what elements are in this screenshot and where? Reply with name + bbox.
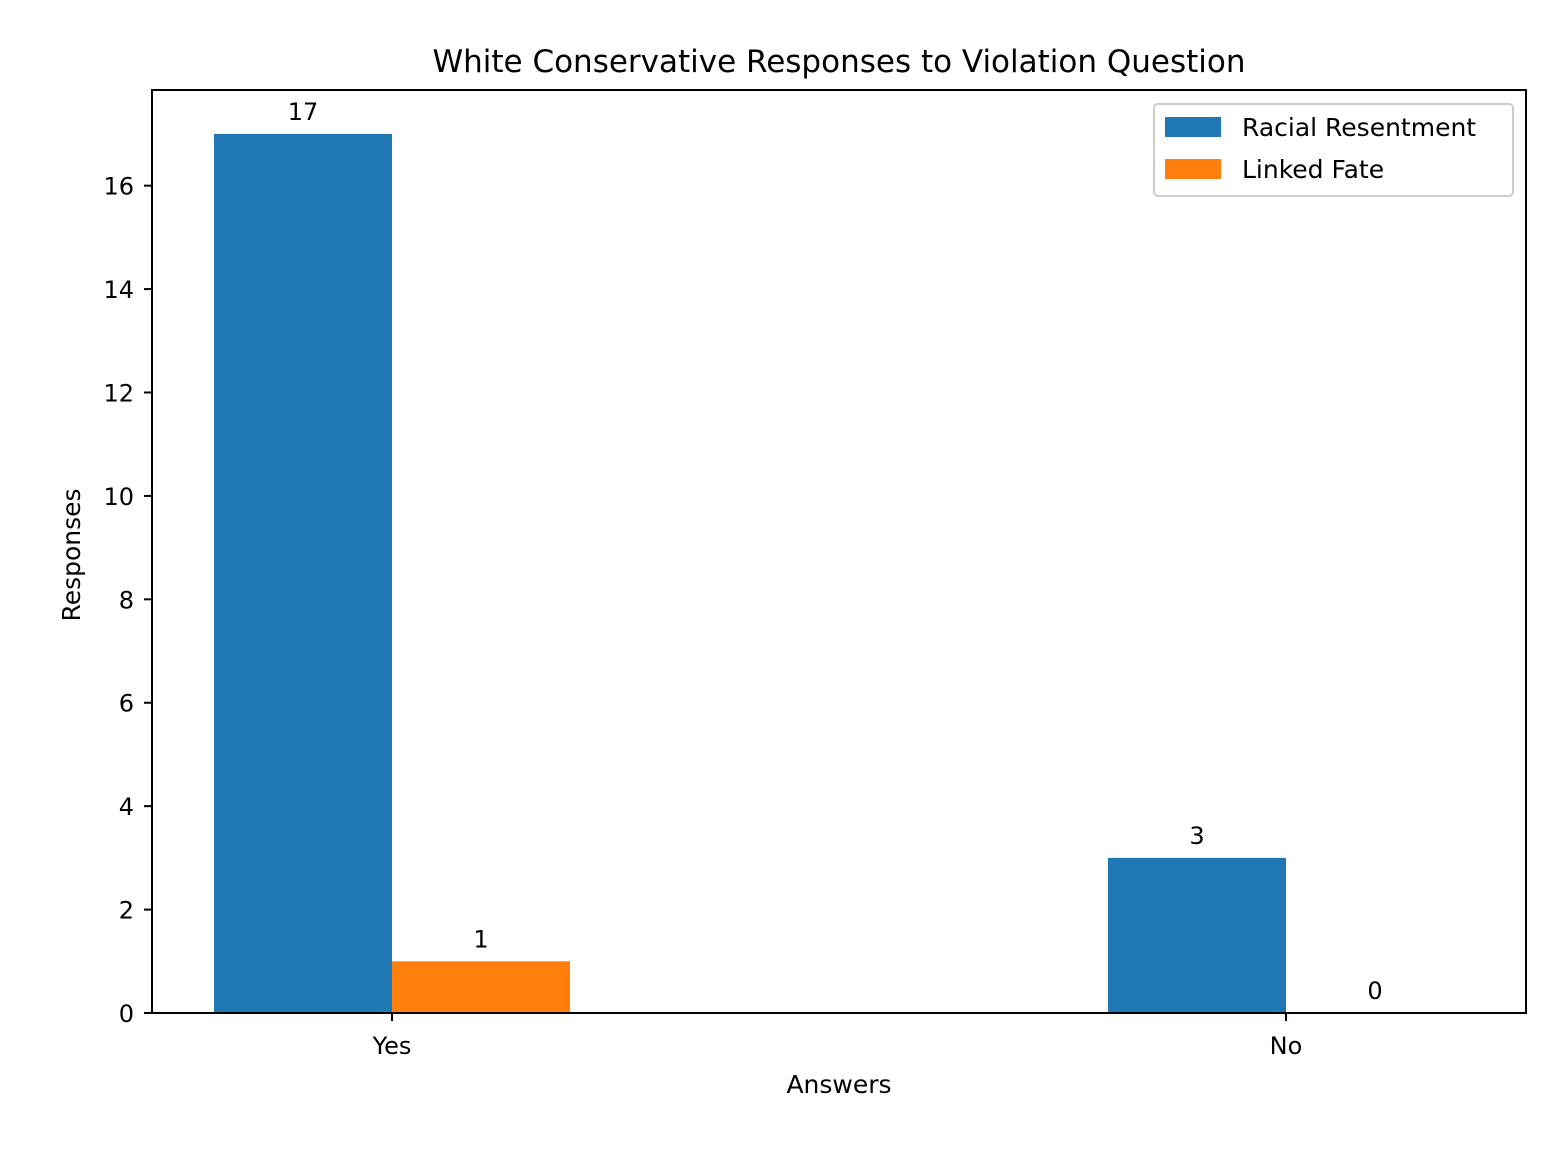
bar-value-label: 3 [1189, 822, 1204, 850]
axes-frame [151, 89, 1527, 1014]
legend-box [1153, 103, 1514, 197]
y-axis-label: Responses [57, 488, 86, 621]
x-tick-label: Yes [372, 1032, 412, 1060]
bar-linked-fate-yes [392, 961, 570, 1013]
y-tick-label: 14 [103, 276, 134, 304]
legend-swatch [1165, 117, 1221, 137]
y-tick-label: 8 [119, 586, 134, 614]
bar-racial-resentment-no [1108, 857, 1286, 1013]
bar-value-label: 17 [288, 98, 319, 126]
legend-label: Racial Resentment [1242, 113, 1476, 142]
bar-racial-resentment-yes [214, 133, 392, 1013]
chart-title: White Conservative Responses to Violatio… [432, 44, 1245, 80]
y-tick-label: 16 [103, 173, 134, 201]
bar-value-label: 0 [1367, 977, 1382, 1005]
bars [214, 133, 1286, 1013]
y-tick-label: 2 [119, 897, 134, 925]
x-tick-label: No [1270, 1032, 1303, 1060]
legend-swatch [1165, 159, 1221, 179]
bar-value-label: 1 [473, 925, 488, 953]
y-tick-label: 12 [103, 379, 134, 407]
y-axis: 0 2 4 6 8 10 12 14 16 [103, 173, 152, 1028]
legend: Racial Resentment Linked Fate [1153, 103, 1514, 197]
x-axis: Yes No [372, 1013, 1303, 1060]
y-tick-label: 0 [119, 1000, 134, 1028]
y-tick-label: 6 [119, 690, 134, 718]
x-axis-label: Answers [786, 1070, 891, 1099]
y-tick-label: 10 [103, 483, 134, 511]
legend-label: Linked Fate [1242, 155, 1384, 184]
y-tick-label: 4 [119, 793, 134, 821]
bar-labels: 17 3 1 0 [288, 98, 1383, 1005]
